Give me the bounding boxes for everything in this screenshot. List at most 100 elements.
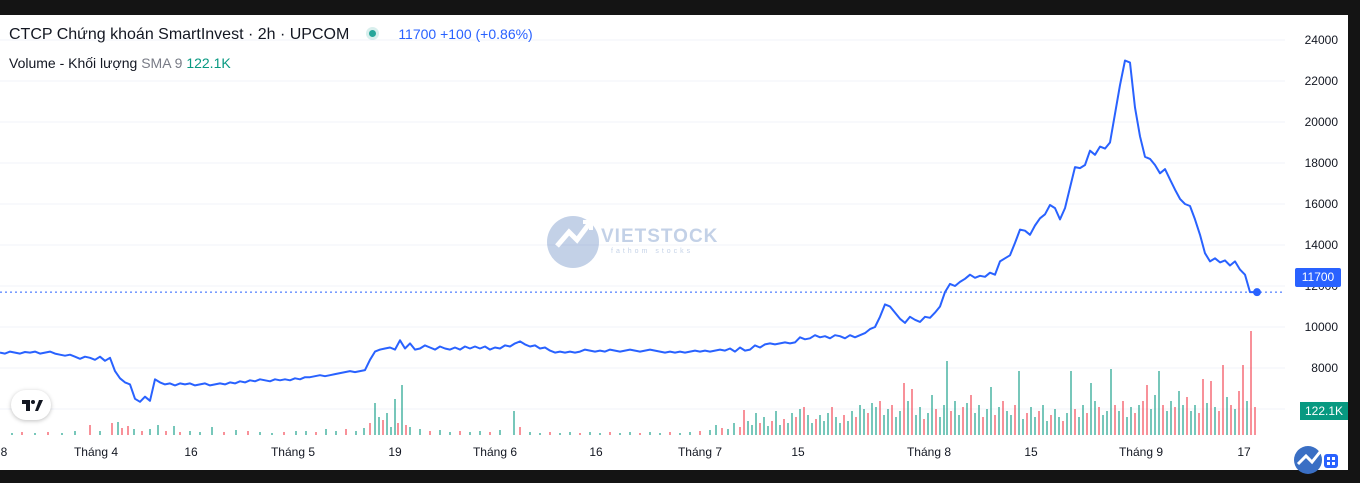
- volume-bar: [401, 385, 403, 435]
- y-tick-label: 18000: [1305, 156, 1339, 170]
- volume-bar: [721, 428, 723, 435]
- volume-bar: [363, 428, 365, 435]
- volume-bar: [397, 423, 399, 435]
- volume-bar: [775, 411, 777, 435]
- volume-bar: [875, 407, 877, 435]
- volume-bar: [743, 410, 745, 435]
- volume-bar: [141, 431, 143, 435]
- volume-bar: [1254, 407, 1256, 435]
- chart-container[interactable]: 6000800010000120001400016000180002000022…: [0, 15, 1348, 470]
- volume-bar: [117, 422, 119, 435]
- volume-bar: [629, 432, 631, 435]
- volume-bar: [499, 430, 501, 435]
- volume-bar: [982, 417, 984, 435]
- x-tick-label: 15: [1024, 445, 1038, 459]
- volume-bar: [863, 409, 865, 435]
- volume-bar: [315, 432, 317, 435]
- volume-bar: [1238, 391, 1240, 435]
- volume-bar: [459, 431, 461, 435]
- volume-bar: [931, 395, 933, 435]
- volume-bar: [223, 432, 225, 435]
- volume-bar: [815, 419, 817, 435]
- volume-bar: [479, 431, 481, 435]
- volume-bar: [1014, 405, 1016, 435]
- volume-bar: [659, 433, 661, 435]
- volume-bar: [111, 423, 113, 435]
- vietstock-watermark: VIETSTOCK fathom stocks: [543, 210, 753, 280]
- volume-bar: [649, 432, 651, 435]
- volume-bar: [1162, 405, 1164, 435]
- volume-bar: [1018, 371, 1020, 435]
- volume-bar: [34, 433, 36, 435]
- volume-bar: [733, 423, 735, 435]
- volume-bar: [867, 413, 869, 435]
- volume-badge: 122.1K: [1300, 402, 1348, 420]
- volume-bar: [247, 431, 249, 435]
- volume-bar: [727, 429, 729, 435]
- volume-bar: [1094, 401, 1096, 435]
- volume-bar: [935, 409, 937, 435]
- volume-bar: [1098, 407, 1100, 435]
- volume-bar: [699, 431, 701, 435]
- volume-bar: [271, 433, 273, 435]
- symbol-title[interactable]: CTCP Chứng khoán SmartInvest · 2h · UPCO…: [9, 26, 350, 43]
- y-tick-label: 10000: [1305, 320, 1339, 334]
- volume-bar: [1050, 415, 1052, 435]
- volume-bar: [1026, 413, 1028, 435]
- volume-bar: [1042, 405, 1044, 435]
- volume-bar: [394, 399, 396, 435]
- volume-bar: [378, 417, 380, 435]
- volume-bar: [589, 432, 591, 435]
- volume-bar: [799, 409, 801, 435]
- volume-bar: [895, 417, 897, 435]
- volume-bar: [1054, 409, 1056, 435]
- volume-bar: [419, 429, 421, 435]
- price-series-line[interactable]: [0, 59, 1255, 403]
- volume-bar: [787, 423, 789, 435]
- volume-bar: [295, 431, 297, 435]
- volume-bar: [795, 417, 797, 435]
- volume-bar: [819, 415, 821, 435]
- volume-indicator-label[interactable]: Volume - Khối lượng: [9, 55, 138, 71]
- volume-bar: [1170, 401, 1172, 435]
- tradingview-logo-shape: [22, 400, 43, 411]
- volume-bar: [283, 432, 285, 435]
- volume-bar: [259, 432, 261, 435]
- volume-bar: [639, 433, 641, 435]
- volume-bar: [1134, 413, 1136, 435]
- x-tick-label: Tháng 8: [907, 445, 951, 459]
- volume-bar: [689, 432, 691, 435]
- volume-bar: [345, 429, 347, 435]
- volume-bar: [751, 425, 753, 435]
- watermark-tagline: fathom stocks: [611, 248, 694, 255]
- status-dot-icon: [369, 30, 377, 38]
- volume-bar: [1182, 405, 1184, 435]
- volume-bar: [835, 417, 837, 435]
- volume-bar: [771, 421, 773, 435]
- volume-bar: [1198, 413, 1200, 435]
- app-corner-icon[interactable]: [1290, 436, 1340, 478]
- volume-bar: [958, 415, 960, 435]
- volume-bar: [891, 405, 893, 435]
- volume-bar: [919, 407, 921, 435]
- x-tick-label: Tháng 5: [271, 445, 315, 459]
- volume-bar: [1122, 401, 1124, 435]
- x-tick-label: 8: [1, 445, 8, 459]
- volume-bar: [405, 425, 407, 435]
- volume-bar: [1218, 411, 1220, 435]
- volume-bar: [907, 401, 909, 435]
- volume-bar: [839, 423, 841, 435]
- volume-bar: [879, 401, 881, 435]
- tradingview-logo-icon[interactable]: [11, 390, 51, 420]
- x-tick-label: Tháng 7: [678, 445, 722, 459]
- volume-bar: [767, 426, 769, 435]
- volume-bar: [1194, 405, 1196, 435]
- y-tick-label: 20000: [1305, 115, 1339, 129]
- volume-bar: [1230, 405, 1232, 435]
- volume-bar: [1158, 371, 1160, 435]
- volume-bar: [1066, 413, 1068, 435]
- volume-bar: [927, 413, 929, 435]
- horizontal-gridlines: [0, 39, 1285, 410]
- x-tick-label: 15: [791, 445, 805, 459]
- volume-bar: [831, 407, 833, 435]
